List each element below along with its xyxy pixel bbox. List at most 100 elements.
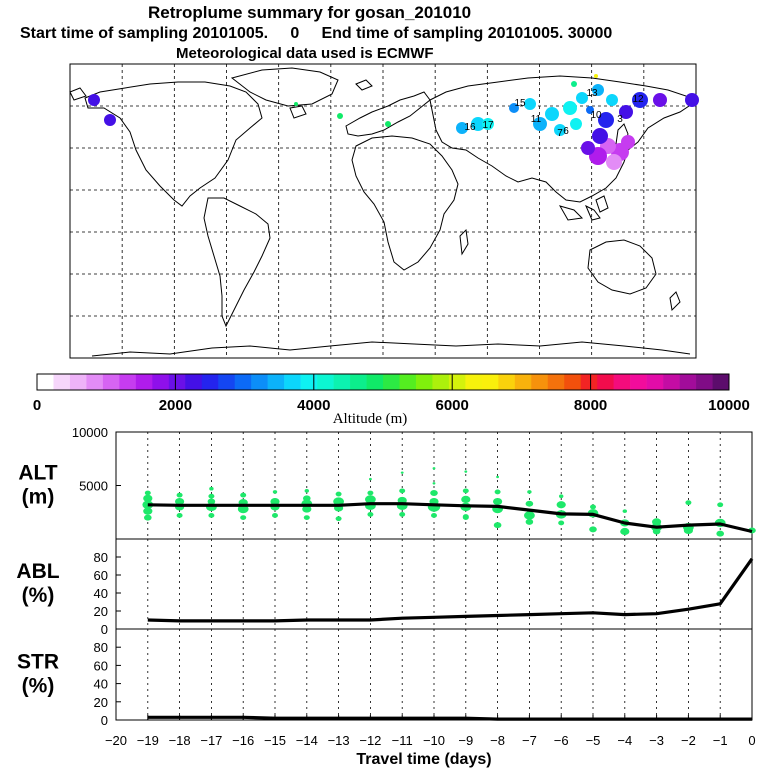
altitude-scatter-point [400,471,404,474]
colorbar-swatch [267,374,285,390]
altitude-scatter-point [399,511,406,517]
x-tick-label: −10 [423,733,445,748]
plume-marker [619,105,633,119]
altitude-scatter-point [620,527,630,536]
colorbar-swatch [300,374,318,390]
altitude-scatter-point [207,498,216,505]
plume-marker [581,141,595,155]
colorbar-swatch [465,374,483,390]
plume-marker [592,84,604,96]
plume-marker [482,118,494,130]
colorbar-swatch [201,374,219,390]
colorbar-swatch [168,374,186,390]
altitude-scatter-point [142,500,154,509]
altitude-scatter-point [270,497,280,506]
colorbar-swatch [317,374,334,390]
x-axis-label: Travel time (days) [356,751,491,768]
altitude-scatter-point [431,513,437,518]
altitude-scatter-point [399,488,406,494]
colorbar-swatch [366,374,384,390]
colorbar-swatch [663,374,680,390]
retroplume-markers [88,74,699,170]
altitude-scatter-point [303,495,311,502]
altitude-scatter-point [590,504,596,510]
y-tick-label: 5000 [79,479,108,494]
plume-marker [554,124,566,136]
colorbar-tick-labels: 0 2000 4000 6000 8000 10000 [33,374,750,414]
x-tick-label: −7 [522,733,537,748]
sampling-time-subtitle: Start time of sampling 20101005. 0 End t… [20,25,613,42]
plume-marker [456,122,468,134]
altitude-scatter-point [496,475,499,479]
plume-marker [592,128,608,144]
panel-ylabel: STR [17,651,59,674]
altitude-scatter-point [652,518,662,526]
x-tick-label: −1 [713,733,728,748]
colorbar-swatch [514,374,532,390]
x-tick-label: −16 [232,733,254,748]
x-tick-label: −8 [490,733,505,748]
altitude-scatter-point [461,495,471,504]
colorbar-swatch [37,374,54,390]
altitude-scatter-point [432,467,436,470]
series-line [147,502,753,534]
altitude-scatter-point [335,491,342,497]
panel-alt: 5000 10000 ALT(m) [18,425,756,540]
altitude-scatter-point [524,511,535,520]
map-coastlines [69,67,693,357]
plume-day-label: 11 [531,114,542,125]
series-line [147,557,754,623]
colorbar-swatch [53,374,71,390]
time-series-panels: 500010000ALT(m)020406080ABL(%)020406080S… [16,425,756,768]
altitude-scatter-point [462,515,469,520]
colorbar-swatch [284,374,301,390]
colorbar-swatch [69,374,87,390]
altitude-scatter-point [176,492,183,498]
y-tick-label: 20 [94,604,108,619]
altitude-scatter-point [717,502,724,508]
colorbar-tick-label: 6000 [436,397,469,414]
plume-day-label: 7 [557,128,563,139]
altitude-scatter-point [367,511,374,517]
altitude-scatter-point [525,518,534,525]
altitude-scatter-point [143,507,153,515]
colorbar-swatch [86,374,104,390]
altitude-scatter-point [685,500,692,506]
altitude-scatter-point [493,497,503,506]
colorbar-swatch [383,374,400,390]
x-tick-label: −13 [328,733,350,748]
x-tick-label: −17 [200,733,222,748]
altitude-scatter-point [335,516,342,522]
plume-day-label: 3 [617,114,623,125]
plume-day-label: 6 [563,126,569,137]
colorbar-swatch [646,374,664,390]
colorbar-tick-label: 8000 [574,397,607,414]
plume-day-label: 16 [464,122,476,133]
altitude-scatter-point [240,515,247,520]
altitude-scatter-point [209,486,214,491]
colorbar-swatch [498,374,516,390]
panel-ylabel: ABL [16,560,59,583]
x-tick-label: −9 [458,733,473,748]
y-tick-label: 80 [94,640,108,655]
altitude-scatter-point [525,500,534,507]
colorbar-swatch [597,374,614,390]
colorbar-swatch [399,374,417,390]
altitude-scatter-point [527,490,532,494]
colorbar-tick-label: 4000 [297,397,330,414]
colorbar-tick-label: 2000 [159,397,192,414]
altitude-scatter-point [652,528,661,535]
y-tick-label: 60 [94,658,108,673]
x-tick-label: −19 [137,733,159,748]
altitude-scatter-point [272,490,278,494]
x-tick-label: −11 [392,733,413,748]
plume-marker [653,93,667,107]
meteorological-data-subtitle: Meteorological data used is ECMWF [176,45,434,62]
plume-day-label: 15 [514,98,526,109]
x-tick-label: −18 [169,733,191,748]
colorbar-swatch [119,374,137,390]
plume-marker [294,102,298,106]
colorbar-swatch [350,374,367,390]
retroplume-day-labels: 15 11 10 7 6 3 16 17 13 12 [464,88,644,139]
altitude-scatter-point [589,526,597,533]
